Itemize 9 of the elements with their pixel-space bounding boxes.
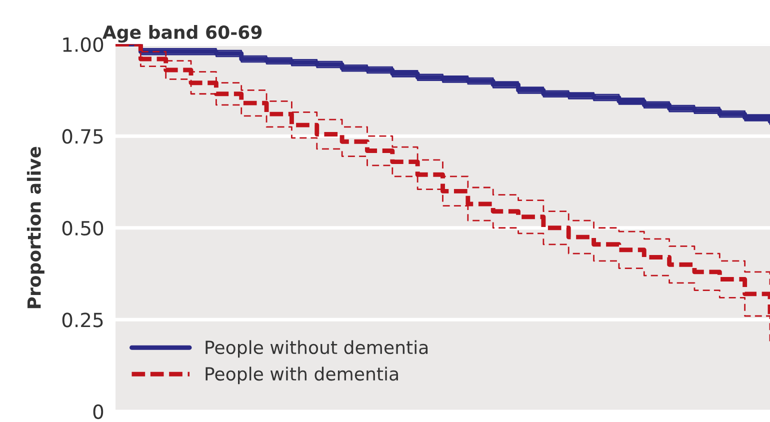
legend-label: People with dementia [206,366,398,384]
y-tick-label: 1.00 [63,37,104,52]
y-tick-label: 0.25 [62,312,103,328]
y-tick-label: 0 [93,404,104,420]
y-axis-title: Proportion alive [26,146,44,308]
y-tick-label: 0.50 [62,220,104,236]
y-tick-label: 0.75 [62,129,103,144]
legend-label: People without dementia [206,340,428,358]
chart-title: Age band 60-69 [102,25,262,43]
